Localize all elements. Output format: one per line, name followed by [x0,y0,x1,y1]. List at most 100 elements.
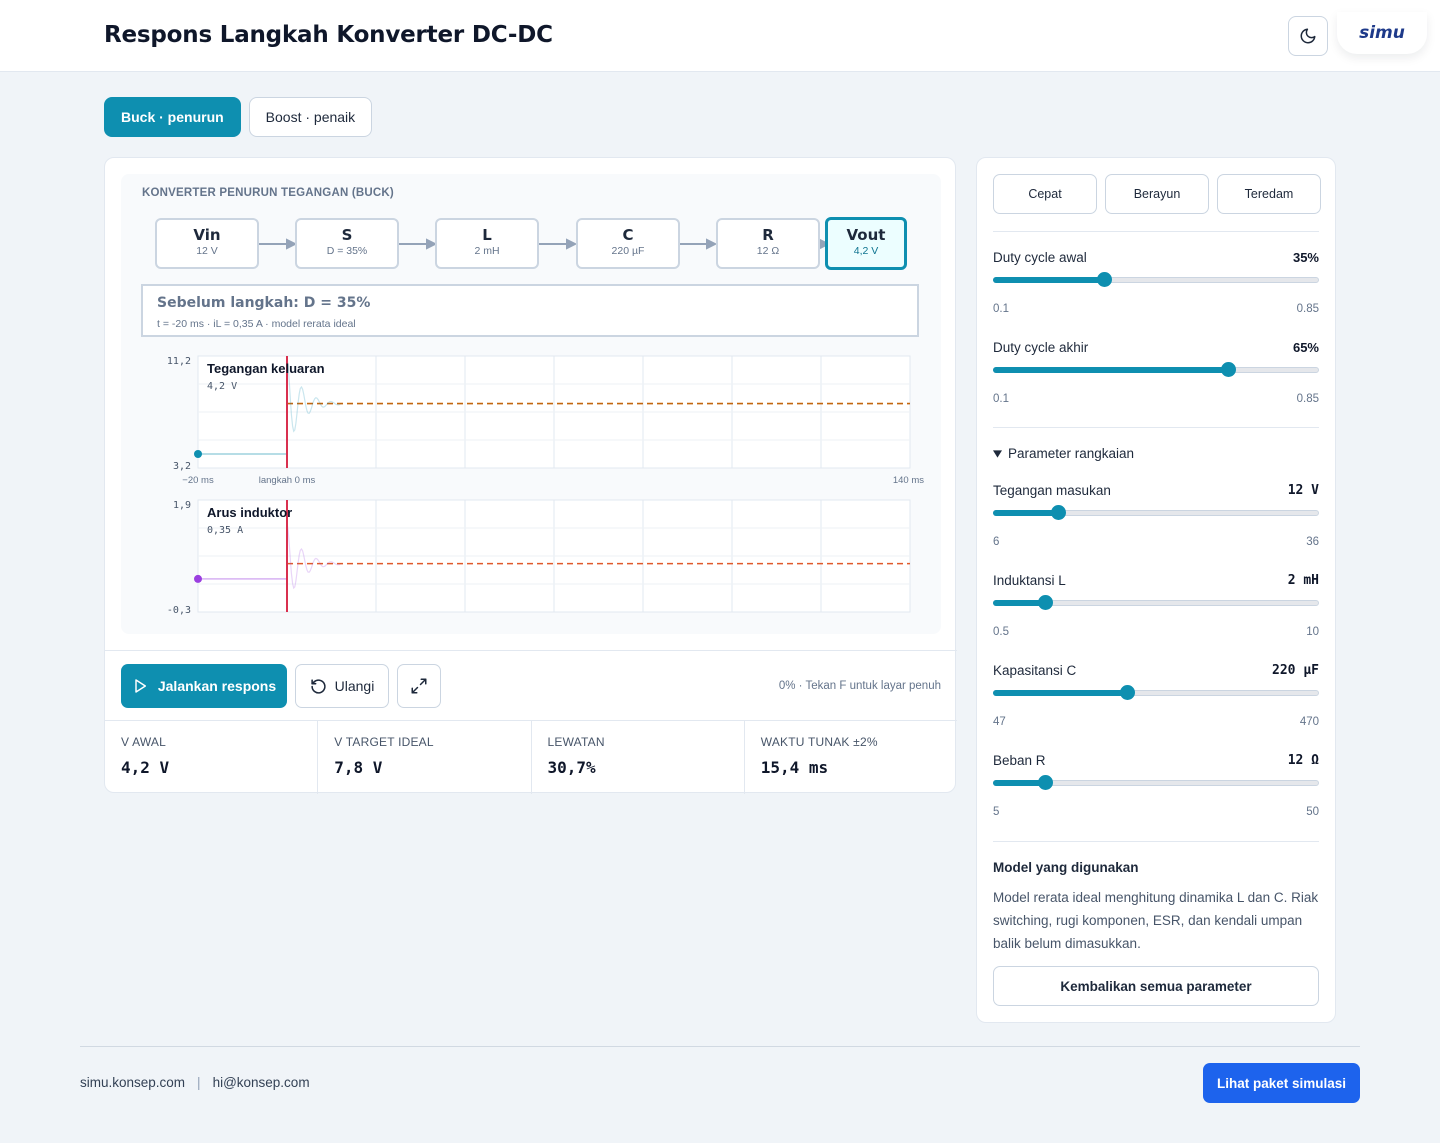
slider-fill [993,277,1104,283]
logo-text: simu [1359,23,1405,43]
y-tick-label: 3,2 [173,461,191,472]
stat-value: 4,2 V [121,758,170,777]
page-title: Respons Langkah Konverter DC-DC [104,22,553,48]
slider-thumb[interactable] [1096,272,1112,287]
divider [993,841,1319,842]
parameters-panel: Cepat Berayun Teredam Duty cycle awal 35… [976,157,1336,1023]
stat-label: LEWATAN [547,735,605,749]
circuit-title: KONVERTER PENURUN TEGANGAN (BUCK) [142,187,394,199]
stat-value: 15,4 ms [760,758,829,777]
stats-row: V AWAL 4,2 V V TARGET IDEAL 7,8 V LEWATA… [105,720,957,794]
slider-thumb[interactable] [1038,775,1054,790]
footer-links: simu.konsep.com | hi@konsep.com [80,1075,310,1090]
slider-label: Tegangan masukan [993,483,1111,498]
state-title: Sebelum langkah: D = 35% [157,295,371,311]
slider-fill [993,690,1127,696]
stat-v-initial: V AWAL 4,2 V [105,721,319,794]
series-point [194,574,202,583]
footer-email-link[interactable]: hi@konsep.com [212,1075,310,1090]
slider-thumb[interactable] [1220,362,1236,377]
rotate-ccw-icon [310,678,326,694]
moon-icon [1300,28,1316,44]
progress-hint: 0% · Tekan F untuk layar penuh [778,680,941,692]
slider-fill [993,510,1059,516]
block-name: L [482,226,492,244]
stat-label: V AWAL [121,735,166,749]
theme-toggle-button[interactable] [1288,16,1328,56]
slider-max: 36 [1306,536,1319,548]
parameter-section-toggle[interactable]: Parameter rangkaian [993,446,1134,461]
slider-max: 10 [1306,626,1319,638]
x-tick-label: langkah 0 ms [259,475,316,486]
slider-value: 35% [1292,250,1319,265]
block-name: S [341,226,353,244]
fullscreen-button[interactable] [397,664,441,708]
reset-label: Ulangi [334,678,375,694]
view-plans-button[interactable]: Lihat paket simulasi [1203,1063,1360,1103]
mode-tabs: Buck · penurun Boost · penaik [104,97,373,137]
simulation-canvas: KONVERTER PENURUN TEGANGAN (BUCK) Vin 12… [121,174,941,634]
block-name: C [622,226,634,244]
slider-label: Duty cycle akhir [993,340,1089,355]
model-title: Model yang digunakan [993,860,1139,875]
reset-button[interactable]: Ulangi [295,664,389,708]
app-header: Respons Langkah Konverter DC-DC simu [0,0,1440,72]
stat-value: 7,8 V [334,758,383,777]
slider-fill [993,780,1046,786]
tab-boost[interactable]: Boost · penaik [248,97,373,137]
slider-min: 5 [993,806,1000,818]
chart-current-value: 0,35 A [207,525,243,536]
response-charts: 11,2 3,2 Tegangan keluaran 4,2 V −20 ms langk… [167,355,924,616]
tab-buck[interactable]: Buck · penurun [104,97,241,137]
slider-min: 0.1 [993,393,1009,405]
state-subtitle: t = -20 ms · iL = 0,35 A · model rerata … [157,318,356,330]
slider-value: 2 mH [1287,573,1319,588]
slider-label: Beban R [993,753,1046,768]
slider-label: Kapasitansi C [993,663,1077,678]
divider [993,427,1319,428]
block-value: 220 µF [611,245,645,257]
ghost-trace [286,357,341,433]
divider [993,231,1319,232]
block-value: 12 V [196,245,218,257]
slider-value: 12 Ω [1287,753,1319,768]
stat-overshoot: LEWATAN 30,7% [532,721,745,794]
reset-all-button[interactable]: Kembalikan semua parameter [993,966,1319,1006]
expand-icon [411,678,427,694]
stat-settling-time: WAKTU TUNAK ±2% 15,4 ms [745,721,957,794]
slider-fill [993,600,1046,606]
block-capacitor: C 220 µF [576,218,680,269]
stat-label: WAKTU TUNAK ±2% [760,735,878,749]
play-icon [135,679,146,693]
state-info-box: Sebelum langkah: D = 35% t = -20 ms · iL… [141,284,919,337]
y-tick-label: 11,2 [167,356,191,367]
series-point [194,450,202,458]
run-button[interactable]: Jalankan respons [121,664,287,708]
simulation-card: KONVERTER PENURUN TEGANGAN (BUCK) Vin 12… [104,157,957,794]
slider-max: 0.85 [1296,393,1319,405]
slider-label: Induktansi L [993,573,1066,588]
slider-thumb[interactable] [1038,595,1054,610]
block-inductor: L 2 mH [435,218,539,269]
stat-label: V TARGET IDEAL [334,735,434,749]
chart-current-value: 4,2 V [207,381,237,392]
brand-logo[interactable]: simu [1337,12,1427,54]
preset-fast-button[interactable]: Cepat [993,174,1097,214]
chart-title: Tegangan keluaran [207,361,325,376]
slider-max: 50 [1306,806,1319,818]
slider-min: 0.5 [993,626,1009,638]
preset-damped-button[interactable]: Teredam [1217,174,1321,214]
slider-value: 220 µF [1272,663,1319,678]
stat-v-target: V TARGET IDEAL 7,8 V [318,721,532,794]
footer-separator: | [197,1075,201,1090]
slider-min: 6 [993,536,1000,548]
block-load: R 12 Ω [716,218,820,269]
slider-fill [993,367,1228,373]
slider-thumb[interactable] [1051,505,1067,520]
preset-oscillating-button[interactable]: Berayun [1105,174,1209,214]
footer-divider [80,1046,1360,1047]
chart-title: Arus induktor [207,505,292,520]
block-value: 12 Ω [756,245,780,257]
slider-thumb[interactable] [1119,685,1135,700]
footer-site-link[interactable]: simu.konsep.com [80,1075,186,1090]
